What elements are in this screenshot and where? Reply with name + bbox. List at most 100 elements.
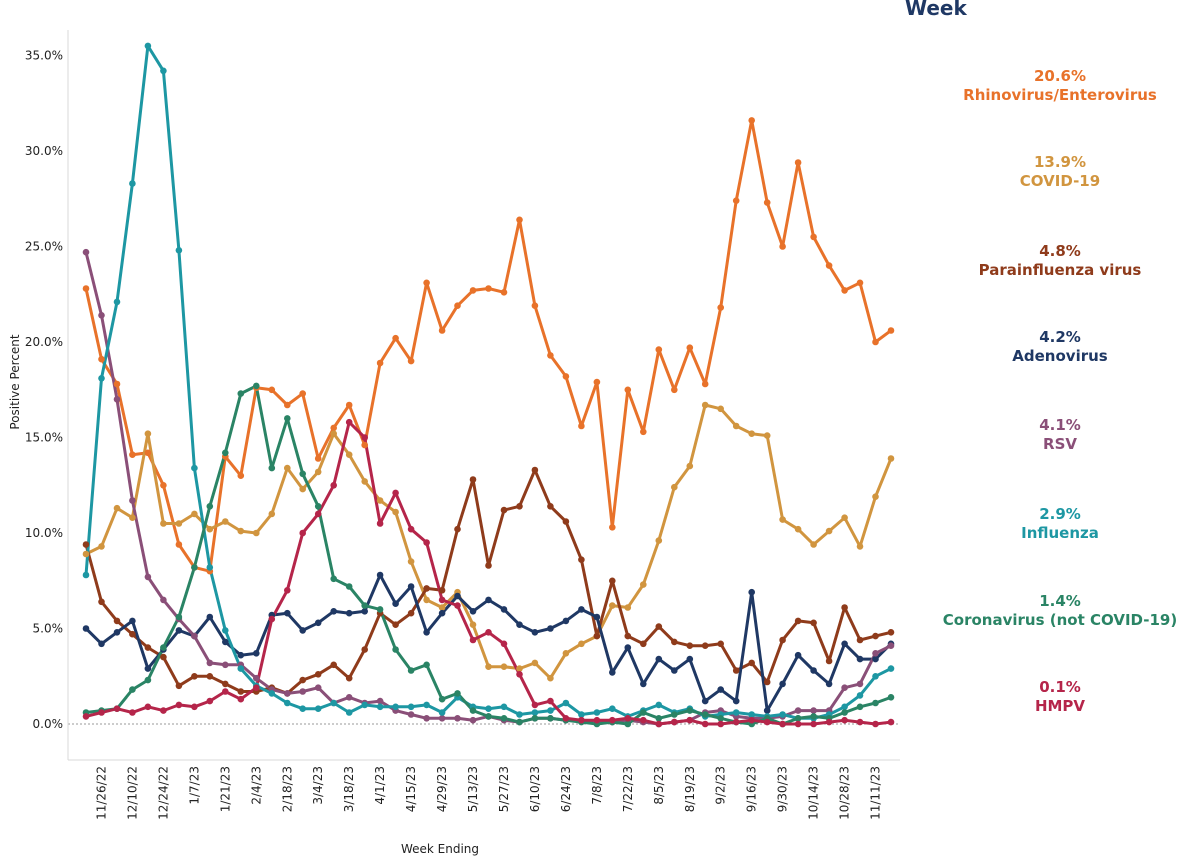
data-point-adenovirus [314, 619, 322, 627]
data-point-covid-19 [810, 541, 817, 548]
data-point-parainfluenza-virus [763, 678, 771, 686]
data-point-parainfluenza-virus [237, 688, 245, 695]
data-point-coronavirus-not-covid-19 [144, 676, 152, 684]
data-point-coronavirus-not-covid-19 [640, 709, 647, 716]
data-point-rsv [438, 715, 446, 722]
data-point-influenza [191, 464, 198, 472]
data-point-rhinovirus-enterovirus [779, 243, 786, 250]
data-point-rsv [284, 690, 291, 697]
data-point-parainfluenza-virus [794, 617, 802, 625]
data-point-parainfluenza-virus [624, 632, 632, 640]
data-point-coronavirus-not-covid-19 [872, 699, 879, 707]
data-point-coronavirus-not-covid-19 [887, 694, 895, 701]
data-point-hmpv [640, 716, 647, 724]
data-point-coronavirus-not-covid-19 [701, 711, 709, 718]
data-point-rhinovirus-enterovirus [655, 346, 663, 353]
x-tick-label: 9/16/23 [745, 766, 759, 812]
data-point-influenza [237, 665, 245, 672]
data-point-parainfluenza-virus [485, 562, 492, 569]
x-tick-label: 8/19/23 [683, 766, 697, 812]
x-tick-label: 10/28/23 [838, 766, 852, 820]
legend-value: 1.4% [1039, 592, 1081, 610]
data-point-rsv [454, 715, 461, 722]
data-point-rhinovirus-enterovirus [345, 401, 353, 409]
data-point-rhinovirus-enterovirus [547, 352, 554, 359]
data-point-hmpv [701, 720, 709, 728]
data-point-rhinovirus-enterovirus [748, 117, 755, 124]
series-line-rhinovirus-enterovirus [84, 118, 893, 573]
data-point-covid-19 [206, 525, 214, 533]
data-point-covid-19 [763, 432, 771, 439]
data-point-covid-19 [299, 485, 307, 493]
data-point-coronavirus-not-covid-19 [810, 713, 817, 720]
data-point-rhinovirus-enterovirus [485, 285, 492, 292]
data-point-hmpv [531, 701, 539, 709]
data-point-rsv [129, 497, 136, 504]
x-tick-label: 1/21/23 [218, 766, 232, 812]
data-point-rhinovirus-enterovirus [160, 482, 167, 489]
data-point-rsv [98, 312, 105, 319]
data-point-adenovirus [454, 592, 461, 600]
data-point-covid-19 [392, 508, 399, 516]
data-point-parainfluenza-virus [609, 577, 616, 585]
data-point-influenza [872, 673, 879, 680]
data-point-influenza [578, 711, 585, 718]
data-point-influenza [516, 711, 523, 718]
x-tick-label: 11/11/23 [869, 766, 883, 820]
data-point-hmpv [175, 701, 183, 709]
data-point-adenovirus [547, 625, 554, 632]
legend-label: Coronavirus (not COVID-19) [942, 611, 1178, 629]
data-point-hmpv [516, 671, 523, 678]
data-point-adenovirus [825, 680, 833, 688]
data-point-parainfluenza-virus [516, 503, 523, 510]
data-point-parainfluenza-virus [438, 587, 446, 594]
data-point-parainfluenza-virus [299, 676, 307, 684]
data-point-influenza [129, 180, 136, 187]
data-point-parainfluenza-virus [686, 642, 694, 649]
y-tick-label: 20.0% [25, 335, 63, 349]
data-point-covid-19 [717, 405, 724, 413]
data-point-hmpv [671, 718, 678, 726]
data-point-rhinovirus-enterovirus [407, 357, 415, 365]
data-point-hmpv [779, 720, 786, 728]
x-tick-label: 9/30/23 [776, 766, 790, 812]
x-tick-label: 4/15/23 [404, 766, 418, 812]
data-point-influenza [547, 707, 554, 714]
data-point-rsv [191, 632, 198, 640]
data-point-coronavirus-not-covid-19 [284, 415, 291, 422]
data-point-adenovirus [593, 613, 601, 621]
data-point-covid-19 [144, 430, 152, 438]
x-tick-label: 2/18/23 [280, 766, 294, 812]
data-point-rhinovirus-enterovirus [268, 386, 276, 394]
data-point-parainfluenza-virus [82, 541, 90, 548]
data-point-parainfluenza-virus [113, 617, 121, 625]
data-point-adenovirus [516, 621, 523, 628]
data-point-hmpv [856, 718, 864, 726]
data-point-coronavirus-not-covid-19 [423, 661, 430, 669]
data-point-adenovirus [500, 606, 508, 613]
data-point-coronavirus-not-covid-19 [129, 686, 136, 693]
data-point-rhinovirus-enterovirus [562, 373, 570, 380]
data-point-influenza [423, 701, 430, 709]
data-point-adenovirus [655, 655, 663, 663]
data-point-parainfluenza-virus [732, 667, 740, 674]
data-point-parainfluenza-virus [717, 640, 724, 648]
legend-item-rhinovirus-enterovirus: 20.6% Rhinovirus/Enterovirus [920, 67, 1191, 105]
data-point-parainfluenza-virus [547, 503, 554, 510]
data-point-parainfluenza-virus [887, 629, 895, 636]
legend-value: 4.2% [1039, 328, 1081, 346]
data-point-parainfluenza-virus [314, 671, 322, 678]
data-point-hmpv [98, 709, 105, 716]
data-point-parainfluenza-virus [640, 640, 647, 648]
data-point-coronavirus-not-covid-19 [624, 720, 632, 728]
legend-label: Parainfluenza virus [978, 261, 1142, 279]
data-point-influenza [82, 571, 90, 579]
data-point-rhinovirus-enterovirus [887, 327, 895, 334]
data-point-covid-19 [191, 510, 198, 518]
data-point-influenza [330, 699, 338, 707]
data-point-influenza [268, 690, 276, 697]
legend-label: Influenza [1021, 524, 1099, 542]
data-point-covid-19 [624, 604, 632, 611]
data-point-hmpv [717, 720, 724, 728]
data-point-rhinovirus-enterovirus [593, 378, 601, 386]
